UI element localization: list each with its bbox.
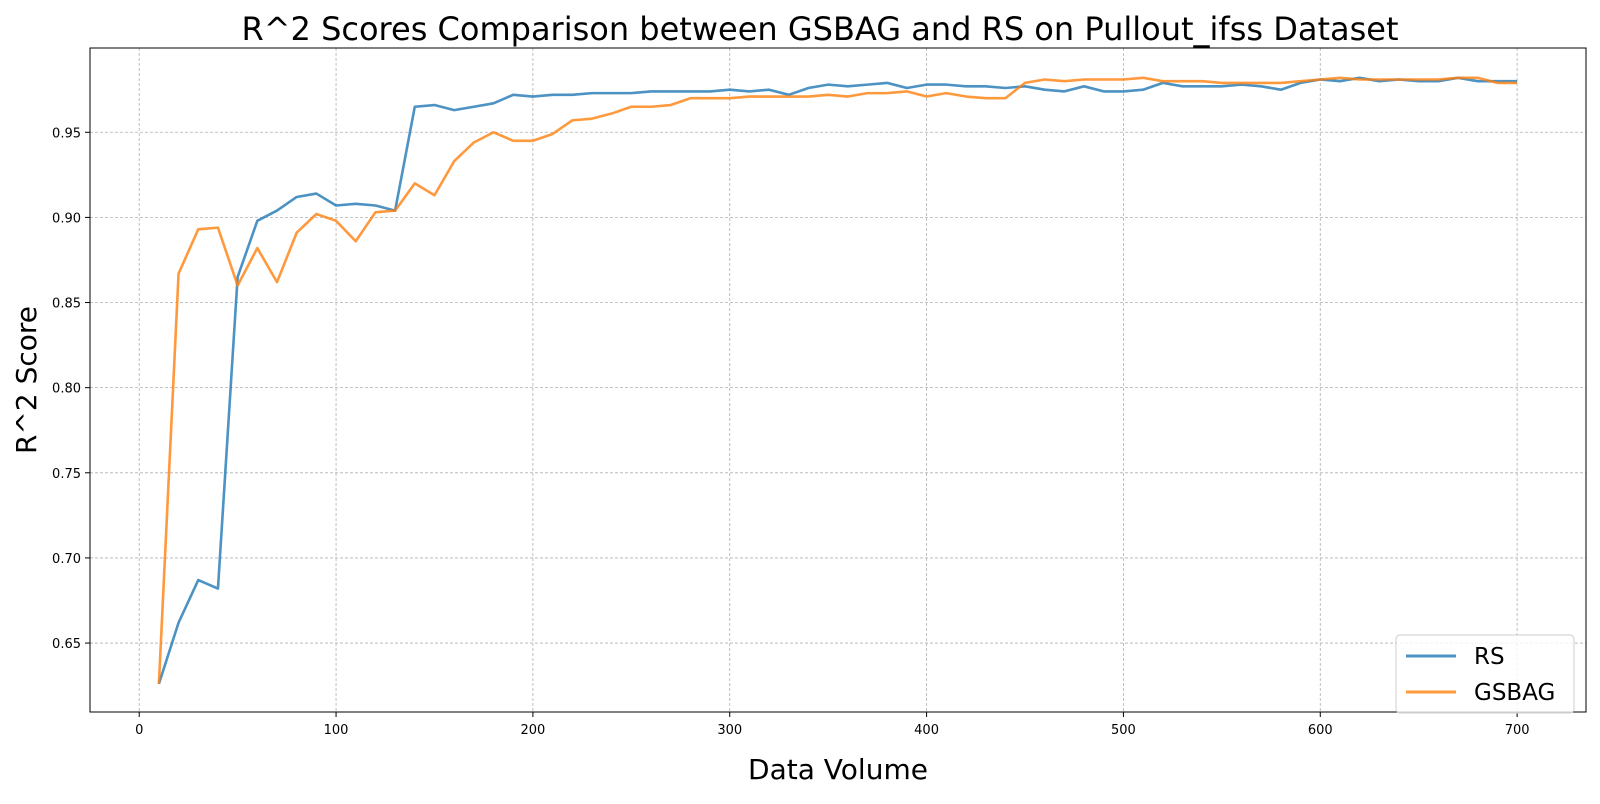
y-axis: 0.65 0.70 0.75 0.80 0.85 0.90 0.95 <box>52 126 90 652</box>
x-tick-label: 700 <box>1505 723 1530 738</box>
x-tick-label: 500 <box>1111 723 1136 738</box>
x-axis-label: Data Volume <box>748 753 928 786</box>
y-tick-label: 0.80 <box>52 382 81 397</box>
y-tick-label: 0.95 <box>52 126 81 141</box>
chart-title: R^2 Scores Comparison between GSBAG and … <box>241 10 1398 48</box>
x-tick-label: 400 <box>914 723 939 738</box>
grid-lines <box>90 48 1586 712</box>
series-lines <box>157 76 1518 685</box>
legend-label-gsbag: GSBAG <box>1474 680 1555 706</box>
x-tick-label: 100 <box>324 723 349 738</box>
x-tick-label: 600 <box>1308 723 1333 738</box>
y-tick-label: 0.90 <box>52 211 81 226</box>
y-tick-label: 0.75 <box>52 467 81 482</box>
y-tick-label: 0.85 <box>52 297 81 312</box>
x-tick-label: 300 <box>717 723 742 738</box>
x-tick-label: 0 <box>135 723 143 738</box>
y-axis-label: R^2 Score <box>10 306 43 454</box>
x-tick-label: 200 <box>520 723 545 738</box>
legend: RS GSBAG <box>1395 634 1575 714</box>
y-tick-label: 0.65 <box>52 637 81 652</box>
plot-area-frame <box>89 47 1587 713</box>
series-line-rs <box>157 76 1518 685</box>
y-tick-label: 0.70 <box>52 552 81 567</box>
series-line-gsbag <box>157 76 1518 684</box>
x-axis: 0 100 200 300 400 500 600 700 <box>135 712 1530 738</box>
legend-label-rs: RS <box>1474 644 1505 670</box>
